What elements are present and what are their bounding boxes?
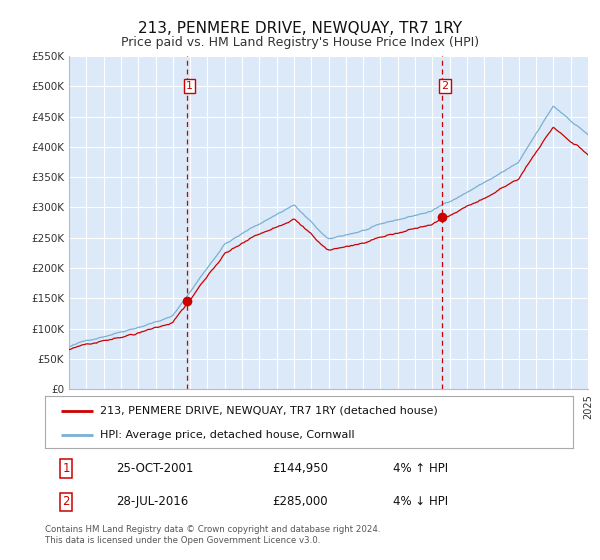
Text: £144,950: £144,950 — [272, 462, 328, 475]
Text: Contains HM Land Registry data © Crown copyright and database right 2024.
This d: Contains HM Land Registry data © Crown c… — [45, 525, 380, 545]
Text: HPI: Average price, detached house, Cornwall: HPI: Average price, detached house, Corn… — [100, 430, 355, 440]
Text: Price paid vs. HM Land Registry's House Price Index (HPI): Price paid vs. HM Land Registry's House … — [121, 36, 479, 49]
Text: 2: 2 — [62, 496, 70, 508]
Text: £285,000: £285,000 — [272, 496, 328, 508]
Text: 28-JUL-2016: 28-JUL-2016 — [116, 496, 188, 508]
Text: 1: 1 — [186, 81, 193, 91]
Text: 213, PENMERE DRIVE, NEWQUAY, TR7 1RY (detached house): 213, PENMERE DRIVE, NEWQUAY, TR7 1RY (de… — [100, 406, 438, 416]
Text: 213, PENMERE DRIVE, NEWQUAY, TR7 1RY: 213, PENMERE DRIVE, NEWQUAY, TR7 1RY — [138, 21, 462, 36]
Text: 4% ↓ HPI: 4% ↓ HPI — [394, 496, 449, 508]
Text: 4% ↑ HPI: 4% ↑ HPI — [394, 462, 449, 475]
Text: 25-OCT-2001: 25-OCT-2001 — [116, 462, 194, 475]
Text: 1: 1 — [62, 462, 70, 475]
Text: 2: 2 — [442, 81, 448, 91]
